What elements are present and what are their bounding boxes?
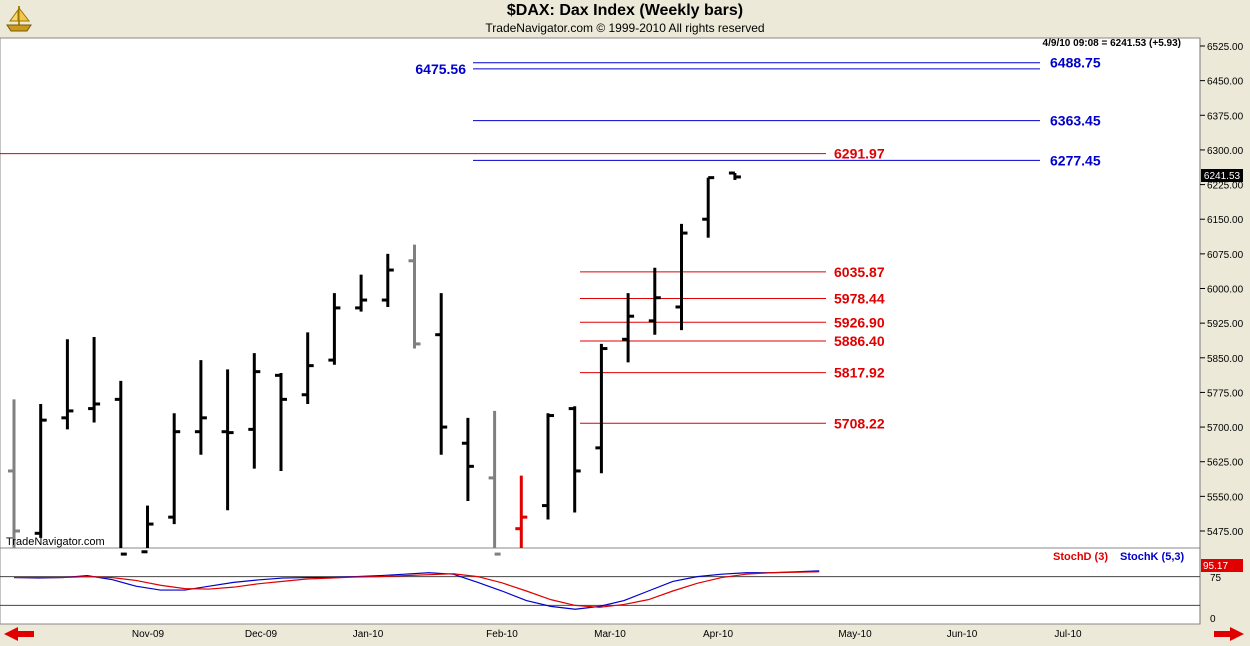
- y-tick-label: 6225.00: [1207, 181, 1244, 192]
- chart-header: $DAX: Dax Index (Weekly bars) TradeNavig…: [0, 0, 1250, 38]
- y-tick-label: 5925.00: [1207, 319, 1244, 330]
- x-tick-label: Jul-10: [1054, 629, 1082, 640]
- stochk-legend: StochK (5,3): [1120, 551, 1185, 563]
- y-tick-label: 6150.00: [1207, 215, 1244, 226]
- level-label: 6363.45: [1050, 113, 1101, 129]
- y-tick-label: 5550.00: [1207, 492, 1244, 503]
- y-tick-label: 6375.00: [1207, 111, 1244, 122]
- x-tick-label: Dec-09: [245, 629, 278, 640]
- watermark: TradeNavigator.com: [6, 536, 105, 548]
- last-price-box: [1201, 169, 1243, 182]
- price-axis: [1200, 38, 1250, 624]
- stoch-tick-75: 75: [1210, 573, 1222, 584]
- y-tick-label: 5775.00: [1207, 388, 1244, 399]
- y-tick-label: 6525.00: [1207, 42, 1244, 53]
- y-tick-label: 6450.00: [1207, 77, 1244, 88]
- level-label: 6488.75: [1050, 55, 1101, 71]
- y-axis-ticks: 6525.00 6450.00 6375.00 6300.00 6225.00 6150.…: [1200, 42, 1244, 538]
- chart-title: $DAX: Dax Index (Weekly bars): [506, 2, 744, 19]
- x-tick-label: Feb-10: [486, 629, 518, 640]
- stochastic-panel: [0, 547, 1201, 625]
- stochd-line: [14, 571, 820, 608]
- stochastic-lines: [0, 570, 1200, 610]
- scroll-right-arrow-icon[interactable]: [1212, 627, 1244, 641]
- level-label: 5926.90: [834, 314, 885, 330]
- level-label: 6475.56: [415, 61, 466, 77]
- stoch-value-box: [1201, 559, 1243, 572]
- copyright-subtitle: TradeNavigator.com © 1999-2010 All right…: [485, 21, 765, 35]
- stochk-line: [13, 570, 820, 610]
- y-tick-label: 6000.00: [1207, 285, 1244, 296]
- ohlc-bars: [8, 171, 741, 556]
- y-tick-label: 5475.00: [1207, 527, 1244, 538]
- quote-readout: 4/9/10 09:08 = 6241.53 (+5.93): [1043, 38, 1181, 49]
- level-label: 5817.92: [834, 365, 885, 381]
- level-label: 5978.44: [834, 290, 885, 306]
- x-tick-label: Mar-10: [594, 629, 626, 640]
- fib-levels: 6488.75 6475.56 6363.45 6277.45 6291.97 6035.…: [0, 55, 1101, 431]
- stoch-tick-0: 0: [1210, 614, 1216, 625]
- x-tick-label: May-10: [838, 629, 872, 640]
- stochd-legend: StochD (3): [1053, 551, 1108, 563]
- ship-logo-icon[interactable]: [4, 3, 34, 35]
- y-tick-label: 5850.00: [1207, 354, 1244, 365]
- level-label: 6291.97: [834, 146, 885, 162]
- x-axis-labels: Nov-09 Dec-09 Jan-10 Feb-10 Mar-10 Apr-10 May-…: [132, 629, 1082, 640]
- y-tick-label: 6300.00: [1207, 146, 1244, 157]
- level-label: 6035.87: [834, 264, 885, 280]
- x-tick-label: Nov-09: [132, 629, 165, 640]
- x-tick-label: Jan-10: [353, 629, 384, 640]
- x-tick-label: Apr-10: [703, 629, 733, 640]
- y-tick-label: 5700.00: [1207, 423, 1244, 434]
- level-label: 5886.40: [834, 333, 885, 349]
- y-tick-label: 5625.00: [1207, 458, 1244, 469]
- level-label: 6277.45: [1050, 152, 1101, 168]
- level-label: 5708.22: [834, 415, 885, 431]
- scroll-left-arrow-icon[interactable]: [4, 627, 36, 641]
- x-tick-label: Jun-10: [947, 629, 978, 640]
- stoch-last-value: 95.17: [1203, 561, 1228, 572]
- y-tick-label: 6075.00: [1207, 250, 1244, 261]
- last-price-label: 6241.53: [1204, 171, 1241, 182]
